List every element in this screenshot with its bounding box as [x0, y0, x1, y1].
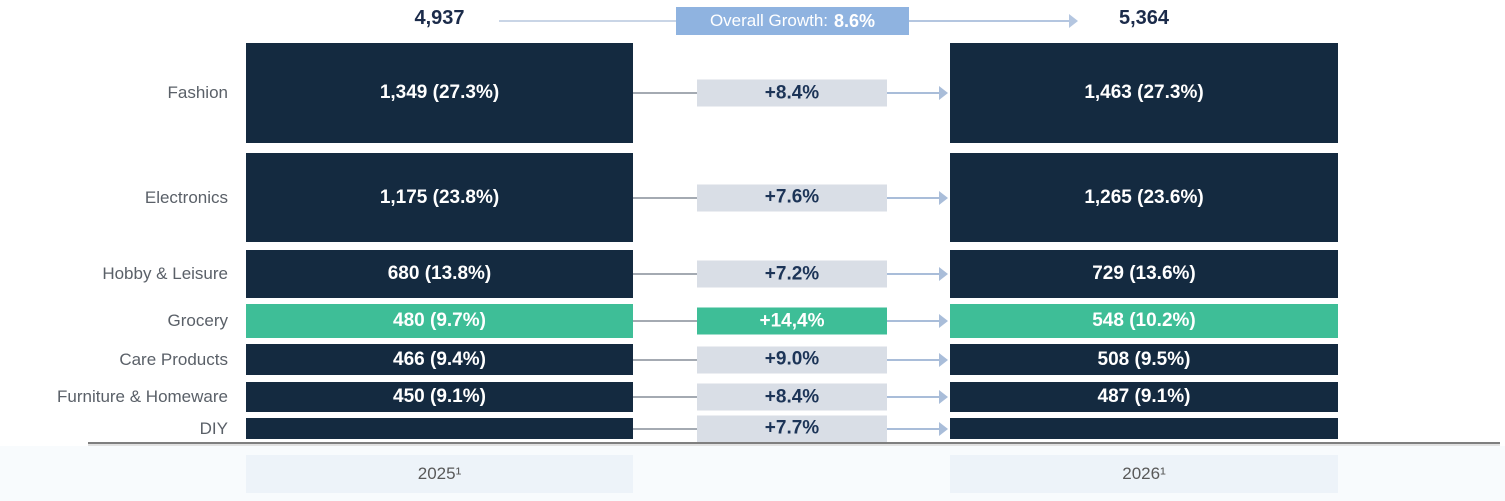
left-bar: 1,349 (27.3%) [246, 43, 633, 143]
growth-value-label: +9.0% [764, 348, 820, 370]
category-label: Furniture & Homeware [56, 387, 228, 406]
row-arrow-line [887, 358, 939, 361]
right-bar: 1,463 (27.3%) [950, 43, 1338, 143]
left-bar: 1,175 (23.8%) [246, 153, 633, 242]
category-row: Care Products 466 (9.4%) +9.0% 508 (9.5%… [0, 344, 1505, 375]
category-label: Care Products [119, 349, 228, 369]
category-row: Furniture & Homeware 450 (9.1%) +8.4% 48… [0, 382, 1505, 412]
growth-value-label: +8.4% [764, 386, 820, 407]
row-connector-line [633, 396, 697, 398]
category-label: Grocery [167, 311, 228, 330]
row-arrow-line [887, 273, 939, 275]
growth-badge: +8.4% [697, 383, 887, 411]
growth-badge: +14,4% [697, 307, 887, 335]
overall-growth-value: 8.6% [834, 10, 876, 31]
category-label: Electronics [144, 187, 228, 207]
left-bar [246, 418, 633, 439]
row-arrowhead-icon [939, 421, 948, 436]
category-row: Hobby & Leisure 680 (13.8%) +7.2% 729 (1… [0, 250, 1505, 298]
row-connector-line [633, 320, 697, 322]
row-connector-line [633, 196, 697, 199]
axis-label-left-year: 2025¹ [246, 455, 633, 493]
right-bar: 548 (10.2%) [950, 304, 1338, 338]
right-bar-value-label: 508 (9.5%) [1097, 348, 1191, 370]
header-connector-line [499, 20, 676, 22]
left-column-total: 4,937 [414, 7, 465, 29]
left-bar-value-label: 1,175 (23.8%) [379, 186, 500, 208]
row-connector-line [633, 92, 697, 94]
right-bar: 487 (9.1%) [950, 382, 1338, 412]
baseline-axis [88, 442, 1500, 444]
left-bar: 680 (13.8%) [246, 250, 633, 298]
right-bar: 729 (13.6%) [950, 250, 1338, 298]
growth-badge: +7.6% [697, 184, 887, 211]
row-arrow-line [887, 427, 939, 430]
left-bar-value-label: 680 (13.8%) [387, 263, 492, 284]
row-connector-line [633, 427, 697, 430]
right-bar [950, 418, 1338, 439]
right-bar-value-label: 729 (13.6%) [1092, 263, 1196, 284]
row-arrow-line [887, 196, 939, 199]
category-row: DIY +7.7% [0, 415, 1505, 442]
growth-value-label: +14,4% [759, 310, 825, 331]
right-bar-value-label: 1,265 (23.6%) [1084, 186, 1204, 208]
row-arrowhead-icon [939, 352, 948, 367]
right-bar: 1,265 (23.6%) [950, 153, 1338, 242]
category-label: Hobby & Leisure [102, 264, 228, 283]
row-arrowhead-icon [939, 190, 948, 205]
row-arrow-line [887, 396, 939, 398]
growth-value-label: +7.2% [764, 263, 820, 284]
overall-growth-label: Overall Growth: [709, 11, 829, 30]
right-column-total: 5,364 [1118, 7, 1170, 29]
axis-label-right-year: 2026¹ [950, 455, 1338, 493]
left-bar: 466 (9.4%) [246, 344, 633, 375]
row-arrowhead-icon [939, 314, 948, 328]
right-bar-value-label: 487 (9.1%) [1097, 386, 1191, 407]
header-arrowhead-icon [1069, 14, 1078, 28]
category-row: Fashion 1,349 (27.3%) +8.4% 1,463 (27.3%… [0, 43, 1505, 143]
row-arrowhead-icon [939, 390, 948, 404]
left-bar-value-label: 450 (9.1%) [393, 386, 486, 407]
growth-badge: +8.4% [697, 79, 887, 107]
row-arrowhead-icon [939, 86, 948, 100]
header-arrow-line [909, 20, 1069, 22]
right-bar-value-label: 548 (10.2%) [1092, 310, 1196, 331]
left-bar-value-label: 1,349 (27.3%) [379, 82, 500, 103]
category-label: DIY [199, 418, 228, 438]
row-arrowhead-icon [939, 267, 948, 281]
left-bar-value-label: 480 (9.7%) [393, 310, 486, 331]
row-connector-line [633, 273, 697, 275]
growth-badge: +7.7% [697, 415, 887, 442]
row-connector-line [633, 358, 697, 361]
right-bar-value-label: 1,463 (27.3%) [1084, 82, 1204, 103]
growth-value-label: +7.6% [764, 186, 820, 208]
growth-value-label: +8.4% [764, 82, 820, 103]
left-bar: 450 (9.1%) [246, 382, 633, 412]
left-bar: 480 (9.7%) [246, 304, 633, 338]
category-label: Fashion [167, 83, 228, 102]
overall-growth-badge: Overall Growth: 8.6% [676, 7, 909, 35]
left-bar-value-label: 466 (9.4%) [393, 348, 486, 370]
growth-badge: +9.0% [697, 346, 887, 373]
growth-badge: +7.2% [697, 260, 887, 288]
growth-value-label: +7.7% [764, 417, 820, 439]
right-bar: 508 (9.5%) [950, 344, 1338, 375]
category-row: Grocery 480 (9.7%) +14,4% 548 (10.2%) [0, 304, 1505, 338]
row-arrow-line [887, 92, 939, 94]
row-arrow-line [887, 320, 939, 322]
category-row: Electronics 1,175 (23.8%) +7.6% 1,265 (2… [0, 153, 1505, 242]
